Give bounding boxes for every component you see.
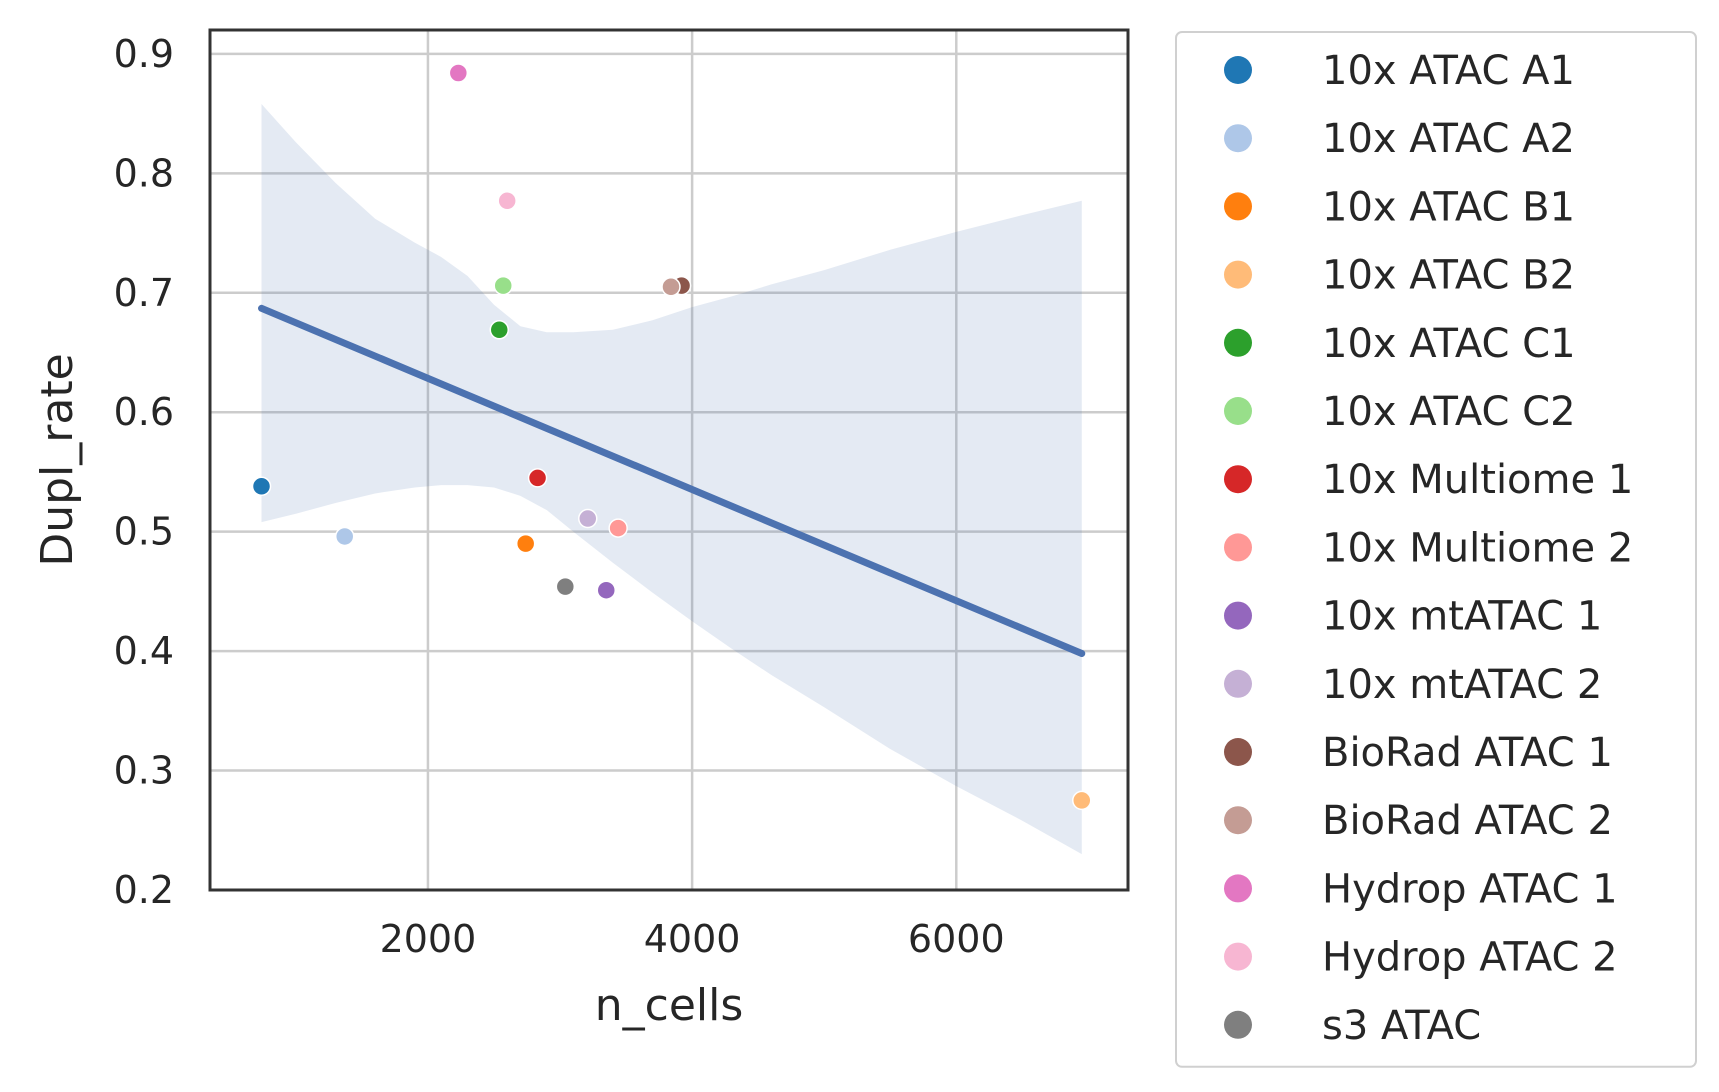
legend-item-biorad-atac-2: BioRad ATAC 2 <box>1224 798 1613 844</box>
y-tick-label: 0.2 <box>114 868 174 912</box>
y-axis-title: Dupl_rate <box>32 353 83 566</box>
legend-marker <box>1224 874 1252 903</box>
legend-label: 10x Multiome 1 <box>1322 457 1633 503</box>
legend-item-hydrop-atac-1: Hydrop ATAC 1 <box>1224 866 1618 912</box>
x-tick-label: 2000 <box>380 917 477 961</box>
legend-label: 10x ATAC B1 <box>1322 184 1575 230</box>
point-10x-multiome-1 <box>527 468 548 488</box>
legend-item-10x-mtatac-1: 10x mtATAC 1 <box>1224 594 1602 640</box>
y-tick-label: 0.5 <box>114 510 174 554</box>
point-biorad-atac-2 <box>661 277 681 297</box>
legend-marker <box>1224 942 1252 971</box>
x-tick-label: 4000 <box>644 917 741 961</box>
legend-label: 10x ATAC C1 <box>1322 321 1576 367</box>
legend-label: BioRad ATAC 1 <box>1322 730 1613 776</box>
point-10x-atac-b2 <box>1072 790 1092 811</box>
y-tick-label: 0.8 <box>114 151 174 195</box>
point-hydrop-atac-2 <box>497 191 517 211</box>
x-tick-label: 6000 <box>908 917 1005 961</box>
legend-label: BioRad ATAC 2 <box>1322 798 1613 844</box>
legend-label: s3 ATAC <box>1322 1003 1481 1049</box>
regression-line-group <box>258 304 1086 657</box>
y-tick-label: 0.9 <box>114 32 174 76</box>
point-10x-atac-c2 <box>493 275 513 296</box>
legend-label: 10x mtATAC 2 <box>1322 662 1602 708</box>
legend-item-10x-atac-c1: 10x ATAC C1 <box>1224 321 1576 367</box>
point-10x-atac-b1 <box>515 533 536 554</box>
legend-marker <box>1224 533 1252 562</box>
point-10x-atac-a1 <box>251 476 272 497</box>
point-10x-atac-a2 <box>334 526 355 547</box>
y-tick-label: 0.6 <box>114 390 174 434</box>
legend-item-biorad-atac-1: BioRad ATAC 1 <box>1224 730 1613 776</box>
legend-item-10x-mtatac-2: 10x mtATAC 2 <box>1224 662 1602 708</box>
point-10x-atac-c1 <box>489 320 510 340</box>
point-10x-multiome-2 <box>608 518 628 538</box>
legend-item-10x-multiome-2: 10x Multiome 2 <box>1224 525 1633 571</box>
legend-marker <box>1224 124 1252 153</box>
point-10x-mtatac-1 <box>596 580 617 600</box>
legend-marker <box>1224 56 1252 84</box>
legend-marker <box>1224 601 1252 630</box>
legend-item-s3-atac: s3 ATAC <box>1224 1003 1481 1049</box>
legend-marker <box>1224 328 1252 357</box>
legend-item-10x-multiome-1: 10x Multiome 1 <box>1224 457 1633 503</box>
y-tick-label: 0.4 <box>114 629 174 673</box>
legend-marker <box>1224 738 1252 766</box>
legend-marker <box>1224 806 1252 835</box>
point-10x-mtatac-2 <box>578 508 598 529</box>
y-tick-label: 0.7 <box>114 271 174 315</box>
point-s3-atac <box>555 576 576 597</box>
tick-labels: 2000 4000 6000 0.2 0.3 0.4 0.5 0.6 0.7 0.8 0.9 <box>114 32 1005 961</box>
data-points <box>251 63 1092 811</box>
legend-label: 10x mtATAC 1 <box>1322 594 1602 640</box>
legend-label: 10x ATAC A2 <box>1322 116 1575 162</box>
legend-marker <box>1224 1010 1252 1039</box>
legend-label: 10x ATAC C2 <box>1322 389 1576 435</box>
legend-item-10x-atac-b1: 10x ATAC B1 <box>1224 184 1575 230</box>
legend-label: 10x Multiome 2 <box>1322 525 1633 571</box>
legend-marker <box>1224 669 1252 698</box>
legend-label: 10x ATAC A1 <box>1322 48 1575 94</box>
legend-label: Hydrop ATAC 1 <box>1322 866 1618 912</box>
y-tick-label: 0.3 <box>114 749 174 793</box>
point-hydrop-atac-1 <box>448 63 469 83</box>
plot-frame <box>208 28 1130 892</box>
legend-label: 10x ATAC B2 <box>1322 253 1575 299</box>
legend-marker <box>1224 397 1252 425</box>
legend-item-hydrop-atac-2: Hydrop ATAC 2 <box>1224 935 1618 981</box>
legend-label: Hydrop ATAC 2 <box>1322 935 1618 981</box>
legend-item-10x-atac-a1: 10x ATAC A1 <box>1224 48 1575 94</box>
x-axis-title: n_cells <box>595 980 744 1031</box>
legend-item-10x-atac-c2: 10x ATAC C2 <box>1224 389 1576 435</box>
legend-marker <box>1224 260 1252 289</box>
legend-frame <box>1175 31 1697 1068</box>
legend: 10x ATAC A1 10x ATAC A2 10x ATAC B1 10x ATA… <box>1175 31 1697 1068</box>
legend-item-10x-atac-b2: 10x ATAC B2 <box>1224 253 1575 299</box>
legend-marker <box>1224 465 1252 494</box>
legend-item-10x-atac-a2: 10x ATAC A2 <box>1224 116 1575 162</box>
legend-marker <box>1224 192 1252 221</box>
regression-line <box>258 304 1086 657</box>
